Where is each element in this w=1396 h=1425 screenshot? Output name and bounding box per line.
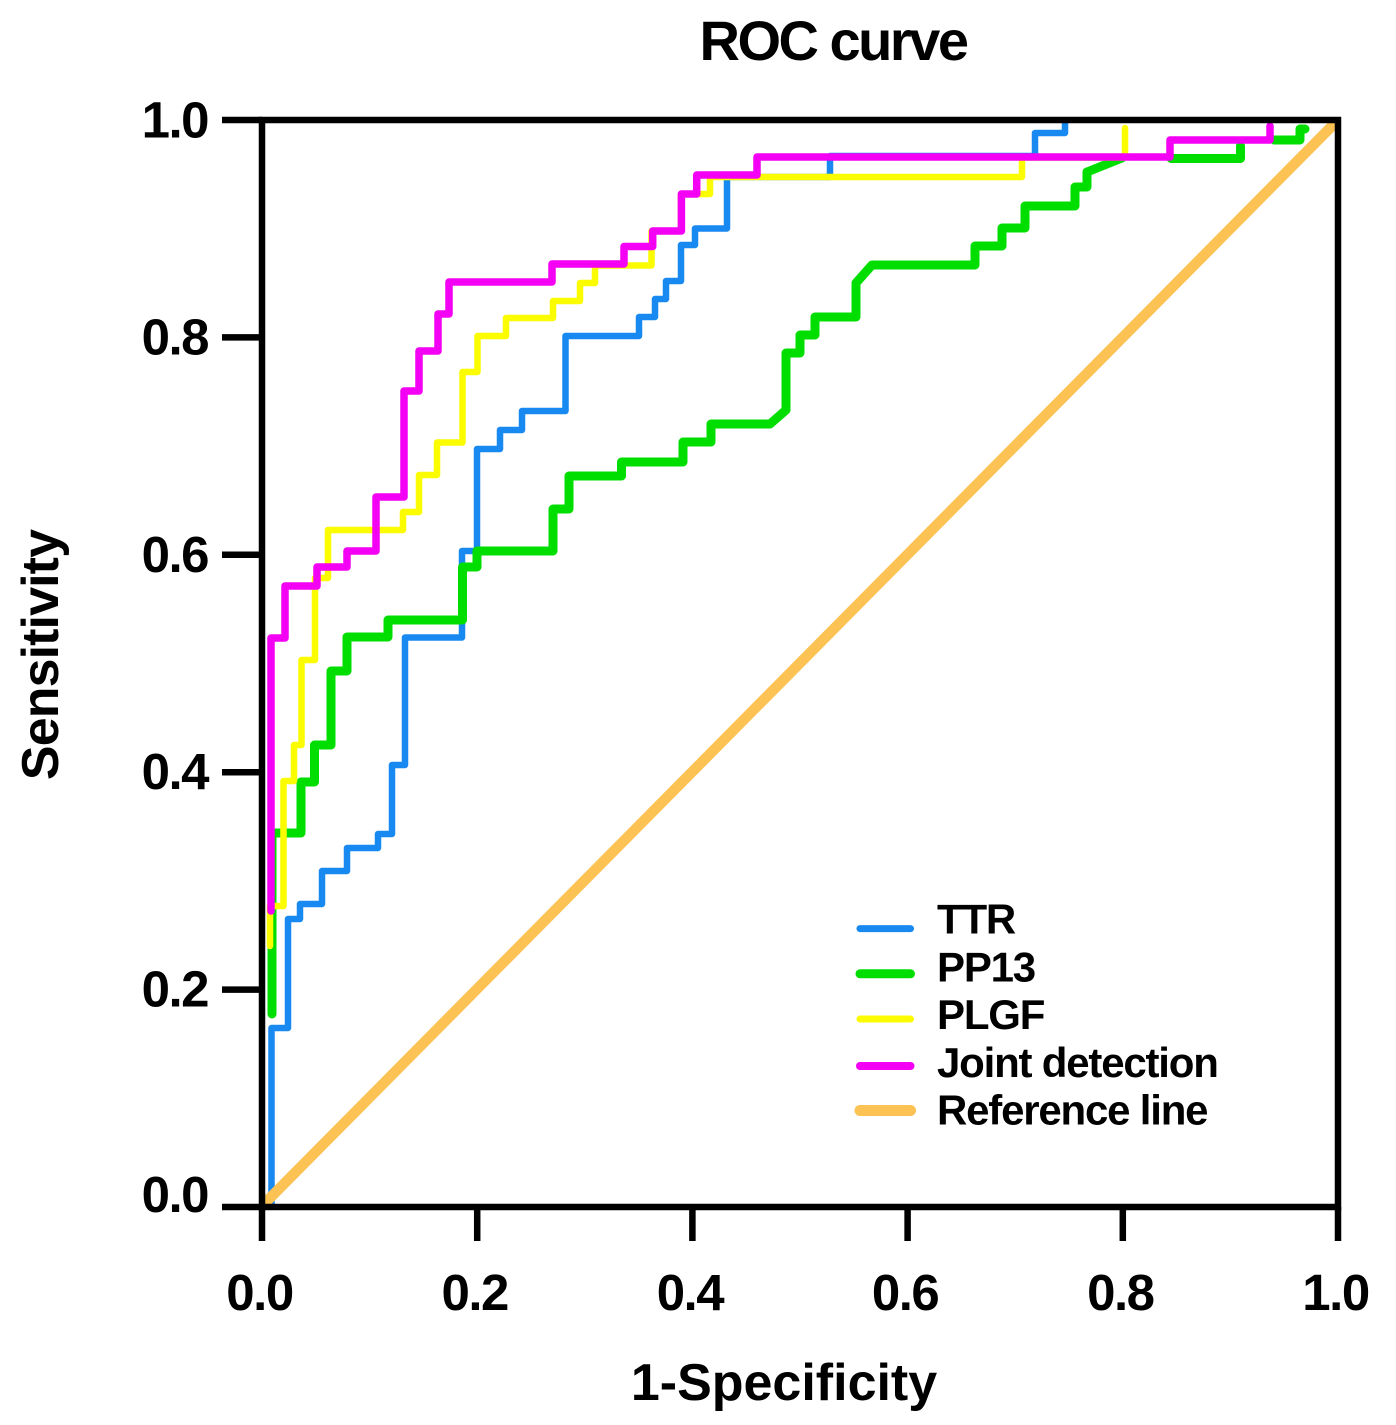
svg-text:0.4: 0.4 xyxy=(657,1264,726,1321)
svg-text:PLGF: PLGF xyxy=(937,991,1045,1038)
svg-text:TTR: TTR xyxy=(937,896,1016,943)
svg-text:0.0: 0.0 xyxy=(226,1264,293,1321)
svg-text:0.2: 0.2 xyxy=(142,961,209,1018)
svg-text:Sensitivity: Sensitivity xyxy=(12,529,70,780)
svg-text:0.4: 0.4 xyxy=(142,743,211,800)
svg-text:0.8: 0.8 xyxy=(1087,1264,1154,1321)
svg-text:PP13: PP13 xyxy=(937,943,1035,990)
svg-text:0.0: 0.0 xyxy=(142,1166,209,1223)
svg-text:1.0: 1.0 xyxy=(142,92,209,149)
svg-text:ROC curve: ROC curve xyxy=(700,9,968,72)
svg-text:0.6: 0.6 xyxy=(872,1264,939,1321)
svg-text:0.6: 0.6 xyxy=(142,526,209,583)
svg-text:Joint detection: Joint detection xyxy=(937,1039,1218,1086)
svg-text:0.8: 0.8 xyxy=(142,308,209,365)
svg-text:1-Specificity: 1-Specificity xyxy=(631,1354,937,1412)
svg-text:0.2: 0.2 xyxy=(441,1264,508,1321)
svg-text:1.0: 1.0 xyxy=(1302,1264,1369,1321)
svg-text:Reference line: Reference line xyxy=(937,1087,1207,1134)
